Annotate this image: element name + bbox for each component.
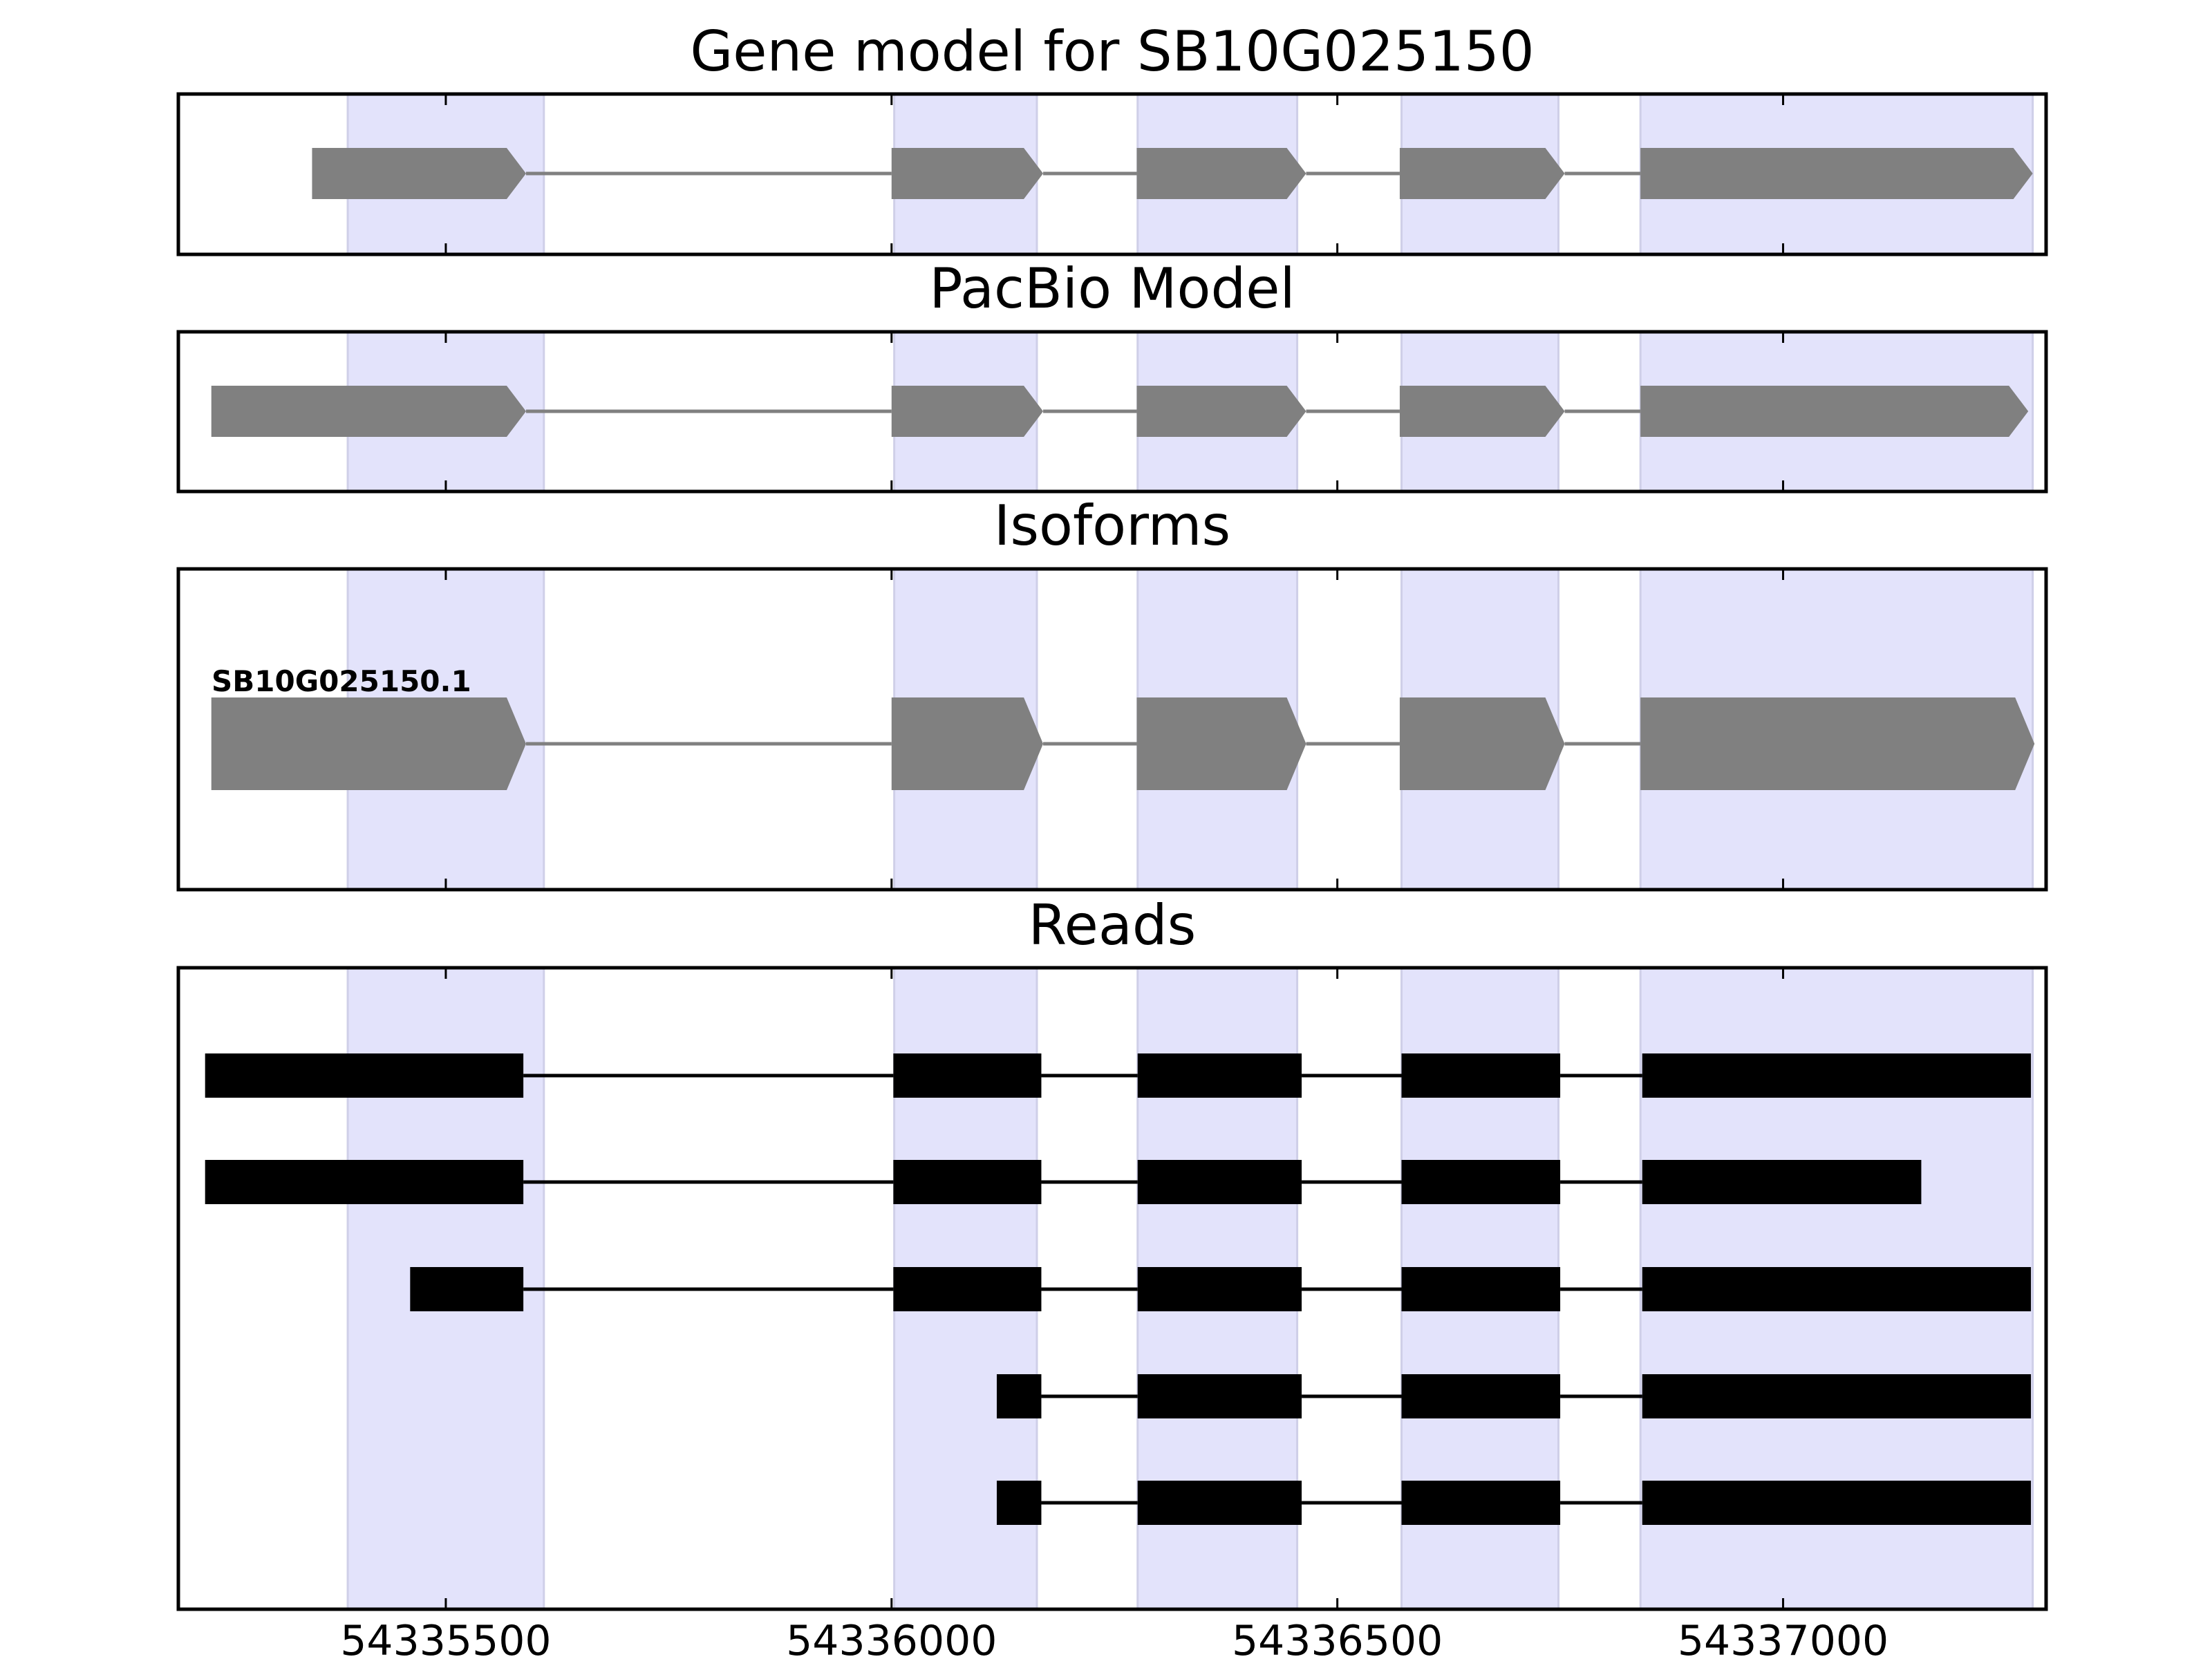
read-exon-block: [996, 1481, 1042, 1525]
read-exon-block: [1642, 1267, 2032, 1311]
panel-title: Isoforms: [994, 494, 1230, 558]
read-exon-block: [1137, 1160, 1302, 1204]
read-exon-block: [1137, 1374, 1302, 1418]
read-exon-block: [1401, 1053, 1561, 1098]
read-exon-block: [1642, 1481, 2032, 1525]
panel-pacbio-model: PacBio Model: [176, 256, 2048, 494]
panel-title: Gene model for SB10G025150: [690, 19, 1534, 84]
exon-arrow: [891, 148, 1044, 199]
read-track: [205, 1160, 1922, 1204]
isoform-label: SB10G025150.1: [212, 664, 471, 698]
read-exon-block: [1401, 1374, 1561, 1418]
exon-arrow: [891, 386, 1044, 437]
exon-arrow: [1640, 386, 2029, 437]
exon-arrow: [211, 697, 526, 790]
read-exon-block: [410, 1267, 524, 1311]
gene-track: [211, 386, 2029, 437]
read-exon-block: [1137, 1053, 1302, 1098]
read-track: [205, 1053, 2032, 1098]
read-exon-block: [1401, 1267, 1561, 1311]
panel-title: Reads: [1029, 893, 1197, 957]
exon-arrow: [1136, 386, 1306, 437]
read-track: [996, 1374, 2032, 1418]
read-track: [410, 1267, 2032, 1311]
read-exon-block: [1642, 1053, 2032, 1098]
panel-frame: [176, 330, 2048, 494]
read-exon-block: [996, 1374, 1042, 1418]
read-exon-block: [1401, 1481, 1561, 1525]
x-tick-label: 54335500: [340, 1617, 551, 1659]
exon-arrow: [1136, 697, 1306, 790]
exon-arrow: [1399, 386, 1565, 437]
read-exon-block: [893, 1053, 1042, 1098]
read-exon-block: [1137, 1481, 1302, 1525]
read-exon-block: [205, 1160, 524, 1204]
read-exon-block: [1137, 1267, 1302, 1311]
exon-arrow: [1399, 697, 1565, 790]
exon-arrow: [1640, 148, 2033, 199]
exon-arrow: [1136, 148, 1306, 199]
read-exon-block: [1642, 1374, 2032, 1418]
exon-arrow: [1640, 697, 2035, 790]
x-tick-label: 54336500: [1232, 1617, 1443, 1659]
read-exon-block: [893, 1267, 1042, 1311]
panel-frame: [176, 567, 2048, 892]
gene-track: [211, 697, 2035, 790]
read-exon-block: [205, 1053, 524, 1098]
read-track: [996, 1481, 2032, 1525]
panel-reads: Reads: [176, 893, 2048, 1611]
gene-track: [312, 148, 2033, 199]
panel-frame: [176, 966, 2048, 1611]
exon-arrow: [211, 386, 526, 437]
read-exon-block: [893, 1160, 1042, 1204]
panel-frame: [176, 92, 2048, 256]
panel-title: PacBio Model: [929, 256, 1295, 321]
exon-arrow: [312, 148, 526, 199]
read-exon-block: [1401, 1160, 1561, 1204]
read-exon-block: [1642, 1160, 1922, 1204]
panel-isoforms: SB10G025150.1 Isoforms: [176, 494, 2048, 892]
panel-gene-model: Gene model for SB10G025150: [176, 19, 2048, 256]
exon-arrow: [1399, 148, 1565, 199]
x-tick-label: 54337000: [1678, 1617, 1888, 1659]
x-tick-label: 54336000: [786, 1617, 997, 1659]
exon-arrow: [891, 697, 1044, 790]
